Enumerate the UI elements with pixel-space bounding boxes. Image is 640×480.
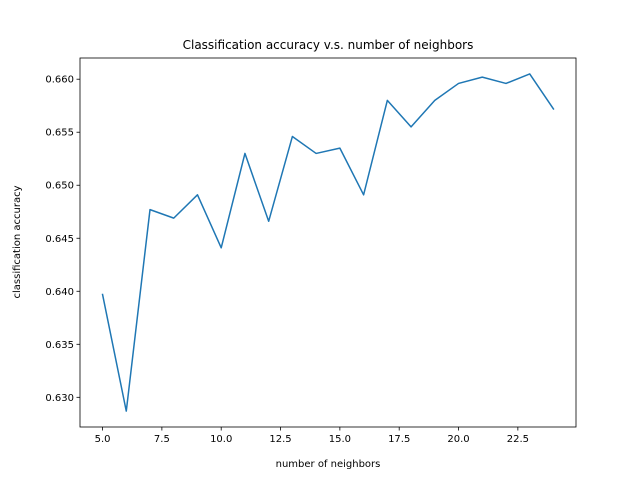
y-axis-label: classification accuracy: [12, 185, 23, 298]
y-tick-label: 0.660: [45, 75, 74, 86]
x-axis-ticks: 5.0 7.5 10.0 12.5 15.0 17.5 20.0 22.5: [95, 427, 529, 445]
x-tick-label: 7.5: [154, 434, 170, 445]
x-tick-label: 15.0: [329, 434, 351, 445]
y-tick-label: 0.655: [45, 128, 74, 139]
x-axis-label: number of neighbors: [276, 459, 381, 470]
y-tick-label: 0.635: [45, 340, 74, 351]
x-tick-label: 12.5: [269, 434, 291, 445]
y-axis-ticks: 0.630 0.635 0.640 0.645 0.650 0.655 0.660: [45, 75, 80, 404]
x-tick-label: 22.5: [507, 434, 529, 445]
axes-frame: [79, 57, 577, 428]
series-line: [101, 73, 555, 412]
x-tick-label: 10.0: [210, 434, 232, 445]
x-tick-label: 5.0: [95, 434, 111, 445]
y-tick-label: 0.650: [45, 181, 74, 192]
plot-area: [101, 73, 555, 412]
y-tick-label: 0.645: [45, 234, 74, 245]
chart-title: Classification accuracy v.s. number of n…: [183, 38, 474, 52]
y-tick-label: 0.630: [45, 393, 74, 404]
y-tick-label: 0.640: [45, 287, 74, 298]
x-tick-label: 20.0: [447, 434, 469, 445]
x-tick-label: 17.5: [388, 434, 410, 445]
